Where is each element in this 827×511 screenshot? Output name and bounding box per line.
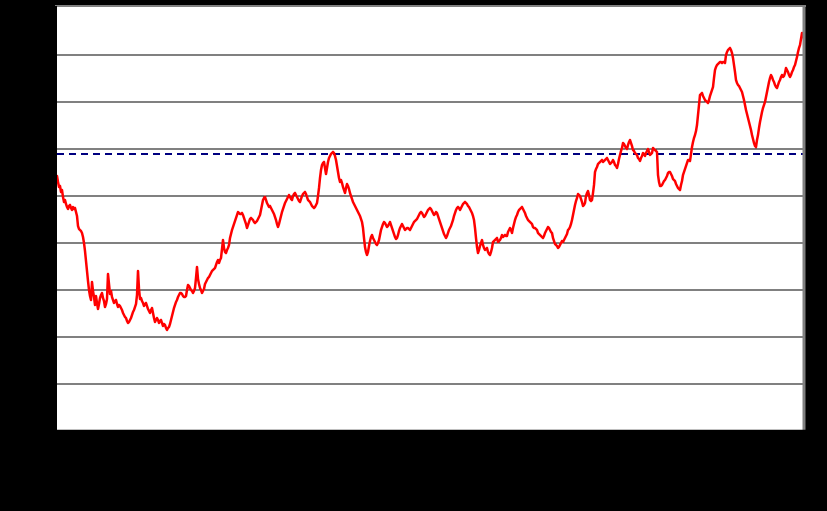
plot-area bbox=[57, 7, 803, 430]
gridlines bbox=[57, 54, 803, 385]
price-line bbox=[55, 31, 804, 332]
plot-frame bbox=[55, 5, 806, 433]
